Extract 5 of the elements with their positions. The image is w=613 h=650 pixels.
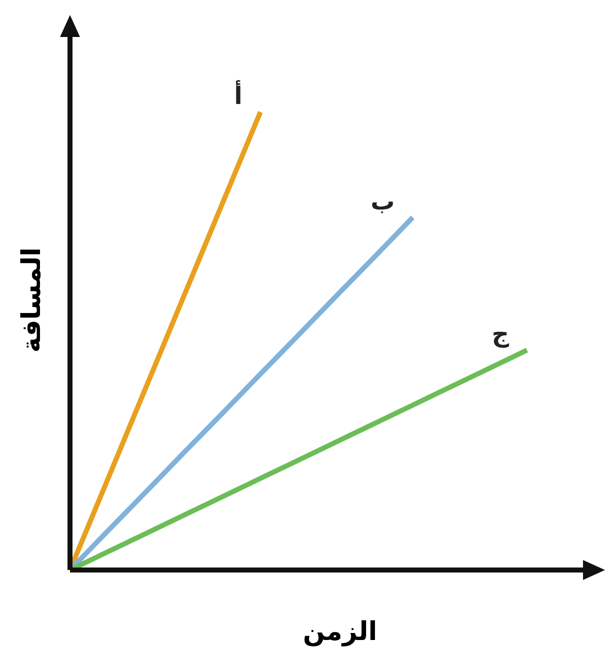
x-axis-title: الزمن (302, 617, 378, 647)
series-label: ب (370, 187, 395, 216)
y-axis-title: المسافة (17, 247, 47, 353)
series-label: ج (492, 320, 509, 348)
series-label: أ (234, 82, 242, 110)
